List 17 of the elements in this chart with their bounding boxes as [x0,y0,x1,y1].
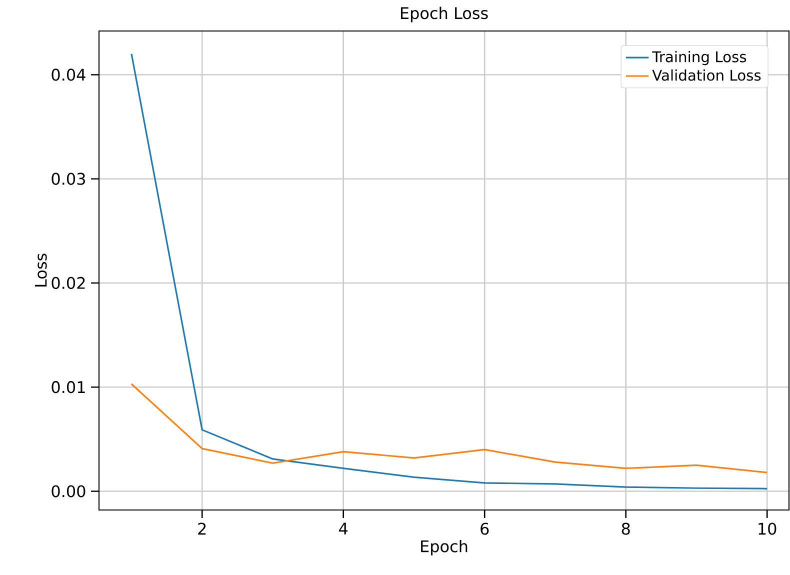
y-tick-label: 0.01 [52,381,85,394]
line-series [130,383,768,474]
x-tick-label: 4 [339,522,348,534]
line-series [130,53,768,490]
y-tick-label: 0.02 [52,276,85,290]
y-tick-label: 0.00 [52,485,86,498]
y-axis-title: Loss [34,254,47,286]
chart-title: Epoch Loss [400,6,488,22]
x-tick-label: 8 [622,522,630,535]
y-tick-label: 0.04 [52,68,86,81]
x-tick-label: 2 [198,522,206,535]
legend-label: Validation Loss [652,69,761,81]
x-tick-label: 10 [758,522,776,535]
x-tick-label: 6 [480,522,489,535]
x-axis-title: Epoch [421,540,468,556]
y-tick-label: 0.03 [52,172,85,185]
legend-label: Training Loss [652,50,746,66]
